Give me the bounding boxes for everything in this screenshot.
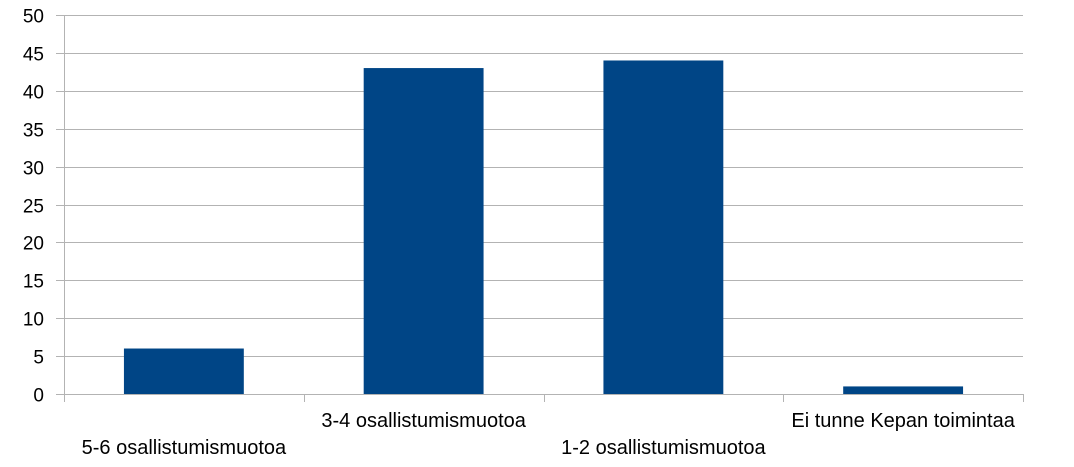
x-tick-label: 5-6 osallistumismuotoa — [82, 437, 287, 459]
gridlines — [56, 15, 1023, 395]
bar — [843, 386, 964, 394]
y-tick-label: 40 — [23, 83, 44, 104]
axes — [64, 15, 1024, 402]
y-tick-label: 30 — [23, 159, 44, 180]
y-tick-label: 0 — [33, 386, 44, 407]
tick-labels: 0 5 10 15 20 25 30 35 40 45 50 5-6 osallistumismuot… — [23, 7, 1016, 460]
x-tick-label: 1-2 osallistumismuotoa — [561, 437, 766, 459]
y-tick-label: 5 — [33, 348, 44, 369]
y-tick-label: 20 — [23, 234, 44, 255]
y-tick-label: 10 — [23, 310, 44, 331]
bar — [123, 348, 244, 394]
x-tick-label: Ei tunne Kepan toimintaa — [791, 410, 1015, 432]
bars — [123, 60, 964, 394]
bar — [603, 60, 724, 394]
bar — [363, 68, 484, 394]
y-tick-label: 45 — [23, 45, 44, 66]
y-tick-label: 25 — [23, 197, 44, 218]
x-tick-label: 3-4 osallistumismuotoa — [321, 410, 526, 432]
y-tick-label: 35 — [23, 121, 44, 142]
y-tick-label: 50 — [23, 7, 44, 28]
y-tick-label: 15 — [23, 272, 44, 293]
